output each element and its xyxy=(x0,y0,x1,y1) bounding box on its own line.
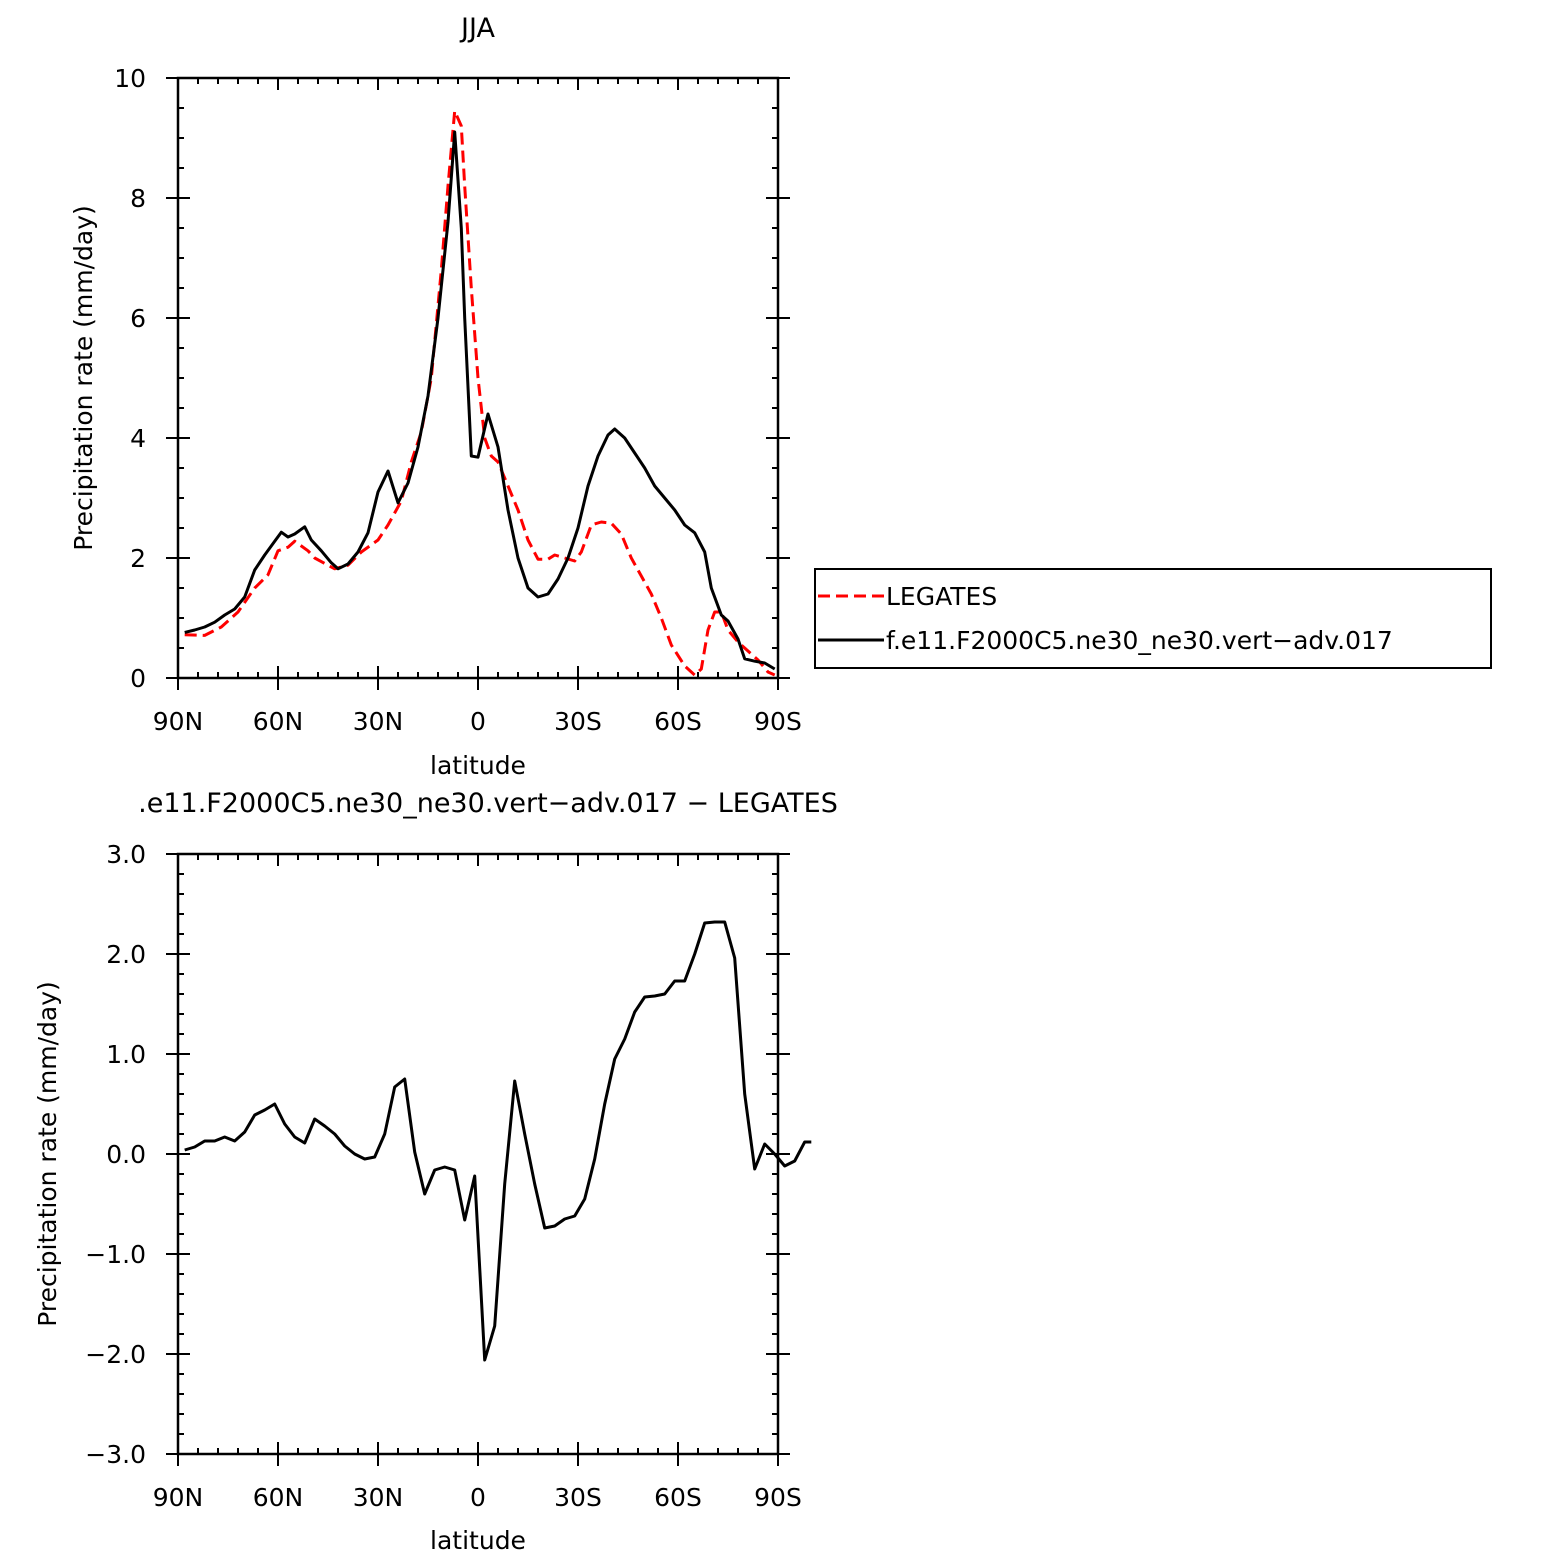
chart-difference: .e11.F2000C5.ne30_ne30.vert−adv.017 − LE… xyxy=(33,788,838,1555)
x-axis-label: latitude xyxy=(430,751,526,780)
y-tick-label: 2 xyxy=(130,544,146,573)
x-tick-label: 60S xyxy=(654,707,702,736)
series-line-1 xyxy=(184,920,812,1362)
y-axis-label: Precipitation rate (mm/day) xyxy=(69,205,98,551)
plot-frame xyxy=(176,852,780,1456)
y-tick-label: 0 xyxy=(130,664,146,693)
series-line-1 xyxy=(184,109,776,677)
y-tick-label: 8 xyxy=(130,184,146,213)
y-tick-label: 6 xyxy=(130,304,146,333)
x-tick-label: 60S xyxy=(654,1483,702,1512)
x-tick-label: 0 xyxy=(470,707,486,736)
x-tick-label: 60N xyxy=(253,1483,304,1512)
y-tick-label: 10 xyxy=(114,64,146,93)
x-tick-label: 30S xyxy=(554,1483,602,1512)
series-line-2 xyxy=(184,130,776,671)
chart-title: JJA xyxy=(459,13,495,44)
y-tick-label: 1.0 xyxy=(106,1040,146,1069)
series-group xyxy=(184,109,776,677)
x-tick-label: 30N xyxy=(353,1483,404,1512)
x-tick-label: 30S xyxy=(554,707,602,736)
series-group xyxy=(184,920,812,1362)
x-tick-labels: 90N 60N 30N 0 30S 60S 90S xyxy=(153,707,802,736)
x-tick-label: 90N xyxy=(153,1483,204,1512)
y-axis-label: Precipitation rate (mm/day) xyxy=(33,981,62,1327)
chart-title: .e11.F2000C5.ne30_ne30.vert−adv.017 − LE… xyxy=(138,788,838,819)
legend-label-model: f.e11.F2000C5.ne30_ne30.vert−adv.017 xyxy=(886,626,1393,655)
x-axis-label: latitude xyxy=(430,1526,526,1555)
y-tick-label: 4 xyxy=(130,424,146,453)
y-tick-label: −3.0 xyxy=(85,1440,146,1469)
x-tick-label: 60N xyxy=(253,707,304,736)
legend: LEGATES f.e11.F2000C5.ne30_ne30.vert−adv… xyxy=(814,568,1492,669)
x-tick-label: 30N xyxy=(353,707,404,736)
y-tick-label: 3.0 xyxy=(106,840,146,869)
x-tick-label: 90S xyxy=(754,707,802,736)
y-tick-label: 0.0 xyxy=(106,1140,146,1169)
legend-box xyxy=(814,568,1492,669)
x-tick-label: 90N xyxy=(153,707,204,736)
tick-marks xyxy=(166,77,790,690)
x-tick-label: 0 xyxy=(470,1483,486,1512)
y-tick-label: −1.0 xyxy=(85,1240,146,1269)
x-tick-label: 90S xyxy=(754,1483,802,1512)
x-tick-labels: 90N 60N 30N 0 30S 60S 90S xyxy=(153,1483,802,1512)
chart-jja: JJA 90N 60N 30N 0 30S 60S 90S 0 2 4 6 8 10 latitude… xyxy=(69,13,1492,780)
legend-label-legates: LEGATES xyxy=(886,582,997,611)
y-tick-labels: −3.0 −2.0 −1.0 0.0 1.0 2.0 3.0 xyxy=(85,840,146,1469)
y-tick-label: −2.0 xyxy=(85,1340,146,1369)
plot-frame xyxy=(176,76,780,680)
y-tick-label: 2.0 xyxy=(106,940,146,969)
y-tick-labels: 0 2 4 6 8 10 xyxy=(114,64,146,693)
